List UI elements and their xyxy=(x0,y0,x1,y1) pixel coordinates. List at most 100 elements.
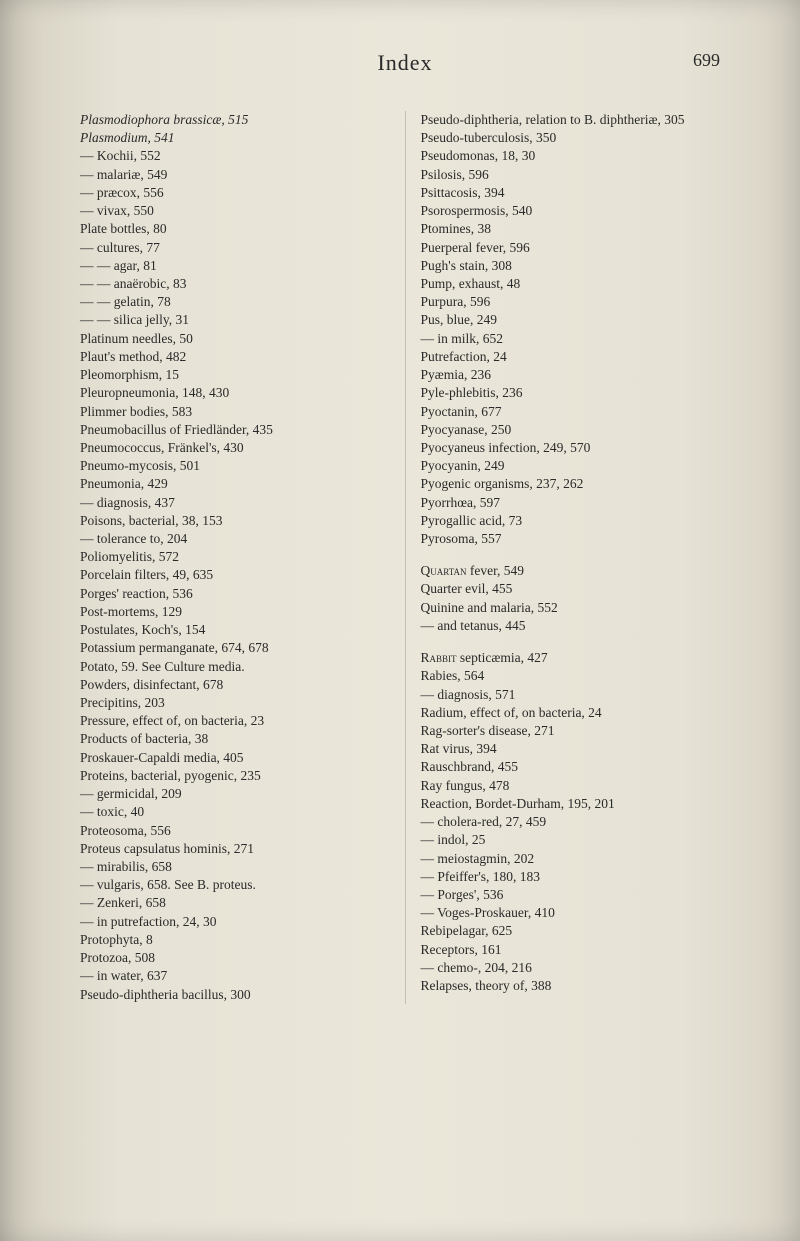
index-columns: Plasmodiophora brassicæ, 515Plasmodium, … xyxy=(80,111,730,1004)
index-entry: Purpura, 596 xyxy=(421,293,731,311)
index-entry: — mirabilis, 658 xyxy=(80,858,390,876)
index-entry: Plate bottles, 80 xyxy=(80,220,390,238)
index-entry: — tolerance to, 204 xyxy=(80,530,390,548)
index-entry: — and tetanus, 445 xyxy=(421,617,731,635)
index-entry: Quartan fever, 549 xyxy=(421,562,731,580)
index-entry: Pyoctanin, 677 xyxy=(421,403,731,421)
index-entry: Platinum needles, 50 xyxy=(80,330,390,348)
index-entry: — in water, 637 xyxy=(80,967,390,985)
index-entry: — præcox, 556 xyxy=(80,184,390,202)
page-header: Index 699 xyxy=(80,50,730,76)
index-entry: Protophyta, 8 xyxy=(80,931,390,949)
index-entry: — chemo-, 204, 216 xyxy=(421,959,731,977)
index-entry: Quarter evil, 455 xyxy=(421,580,731,598)
index-entry: Proteus capsulatus hominis, 271 xyxy=(80,840,390,858)
index-entry: Puerperal fever, 596 xyxy=(421,239,731,257)
index-entry: — vulgaris, 658. See B. proteus. xyxy=(80,876,390,894)
index-entry: Psittacosis, 394 xyxy=(421,184,731,202)
index-entry: Pleuropneumonia, 148, 430 xyxy=(80,384,390,402)
index-entry: — in milk, 652 xyxy=(421,330,731,348)
index-entry: Protozoa, 508 xyxy=(80,949,390,967)
index-entry: Pneumonia, 429 xyxy=(80,475,390,493)
page-title: Index xyxy=(377,50,432,76)
index-entry: Rat virus, 394 xyxy=(421,740,731,758)
index-entry: Pleomorphism, 15 xyxy=(80,366,390,384)
index-entry: Rebipelagar, 625 xyxy=(421,922,731,940)
page-number: 699 xyxy=(693,50,720,71)
index-entry: — — gelatin, 78 xyxy=(80,293,390,311)
index-entry: Psilosis, 596 xyxy=(421,166,731,184)
section-gap xyxy=(421,635,731,649)
index-entry: — indol, 25 xyxy=(421,831,731,849)
index-entry: Pyocyanase, 250 xyxy=(421,421,731,439)
index-entry: Pressure, effect of, on bacteria, 23 xyxy=(80,712,390,730)
index-entry: Pseudo-diphtheria, relation to B. diphth… xyxy=(421,111,731,129)
right-column: Pseudo-diphtheria, relation to B. diphth… xyxy=(421,111,731,1004)
index-entry: Pyrosoma, 557 xyxy=(421,530,731,548)
index-entry: Rabies, 564 xyxy=(421,667,731,685)
index-entry: Pyæmia, 236 xyxy=(421,366,731,384)
index-entry: Poisons, bacterial, 38, 153 xyxy=(80,512,390,530)
index-entry: Pyrogallic acid, 73 xyxy=(421,512,731,530)
index-entry: Rabbit septicæmia, 427 xyxy=(421,649,731,667)
index-entry: Pugh's stain, 308 xyxy=(421,257,731,275)
index-entry: Potassium permanganate, 674, 678 xyxy=(80,639,390,657)
index-entry: Pseudo-tuberculosis, 350 xyxy=(421,129,731,147)
index-entry: Proteins, bacterial, pyogenic, 235 xyxy=(80,767,390,785)
index-entry: Products of bacteria, 38 xyxy=(80,730,390,748)
index-entry: — Kochii, 552 xyxy=(80,147,390,165)
index-entry: Relapses, theory of, 388 xyxy=(421,977,731,995)
index-entry: Receptors, 161 xyxy=(421,941,731,959)
index-entry: Rauschbrand, 455 xyxy=(421,758,731,776)
index-entry: Pump, exhaust, 48 xyxy=(421,275,731,293)
index-entry: Plasmodium, 541 xyxy=(80,129,390,147)
index-entry: Rag-sorter's disease, 271 xyxy=(421,722,731,740)
index-entry: Ptomines, 38 xyxy=(421,220,731,238)
index-entry: — vivax, 550 xyxy=(80,202,390,220)
index-entry: Reaction, Bordet-Durham, 195, 201 xyxy=(421,795,731,813)
index-entry: — cholera-red, 27, 459 xyxy=(421,813,731,831)
index-entry: Precipitins, 203 xyxy=(80,694,390,712)
left-column: Plasmodiophora brassicæ, 515Plasmodium, … xyxy=(80,111,390,1004)
index-entry: — in putrefaction, 24, 30 xyxy=(80,913,390,931)
index-entry: Porges' reaction, 536 xyxy=(80,585,390,603)
index-entry: Pyogenic organisms, 237, 262 xyxy=(421,475,731,493)
index-entry: — — anaërobic, 83 xyxy=(80,275,390,293)
index-entry: Pneumococcus, Fränkel's, 430 xyxy=(80,439,390,457)
index-entry: — Porges', 536 xyxy=(421,886,731,904)
index-entry: — toxic, 40 xyxy=(80,803,390,821)
index-entry: Pyle-phlebitis, 236 xyxy=(421,384,731,402)
index-entry: Pyocyanin, 249 xyxy=(421,457,731,475)
index-entry: — meiostagmin, 202 xyxy=(421,850,731,868)
index-entry: — Zenkeri, 658 xyxy=(80,894,390,912)
index-entry: Pyocyaneus infection, 249, 570 xyxy=(421,439,731,457)
index-entry: Plasmodiophora brassicæ, 515 xyxy=(80,111,390,129)
index-entry: — diagnosis, 437 xyxy=(80,494,390,512)
index-entry: Poliomyelitis, 572 xyxy=(80,548,390,566)
index-entry: Pyorrhœa, 597 xyxy=(421,494,731,512)
index-entry: Potato, 59. See Culture media. xyxy=(80,658,390,676)
index-entry: Proteosoma, 556 xyxy=(80,822,390,840)
index-entry: Pseudo-diphtheria bacillus, 300 xyxy=(80,986,390,1004)
index-entry: Post-mortems, 129 xyxy=(80,603,390,621)
column-divider xyxy=(405,111,406,1004)
index-entry: Pneumo-mycosis, 501 xyxy=(80,457,390,475)
index-entry: Porcelain filters, 49, 635 xyxy=(80,566,390,584)
index-entry: Pus, blue, 249 xyxy=(421,311,731,329)
index-entry: — germicidal, 209 xyxy=(80,785,390,803)
section-gap xyxy=(421,548,731,562)
index-entry: Quinine and malaria, 552 xyxy=(421,599,731,617)
index-entry: Plaut's method, 482 xyxy=(80,348,390,366)
index-entry: Powders, disinfectant, 678 xyxy=(80,676,390,694)
index-entry: — — silica jelly, 31 xyxy=(80,311,390,329)
index-entry: Postulates, Koch's, 154 xyxy=(80,621,390,639)
index-entry: — Pfeiffer's, 180, 183 xyxy=(421,868,731,886)
index-entry: — cultures, 77 xyxy=(80,239,390,257)
index-entry: Plimmer bodies, 583 xyxy=(80,403,390,421)
index-entry: — diagnosis, 571 xyxy=(421,686,731,704)
index-entry: Pseudomonas, 18, 30 xyxy=(421,147,731,165)
index-entry: — malariæ, 549 xyxy=(80,166,390,184)
index-entry: Proskauer-Capaldi media, 405 xyxy=(80,749,390,767)
index-entry: — Voges-Proskauer, 410 xyxy=(421,904,731,922)
index-entry: Psorospermosis, 540 xyxy=(421,202,731,220)
